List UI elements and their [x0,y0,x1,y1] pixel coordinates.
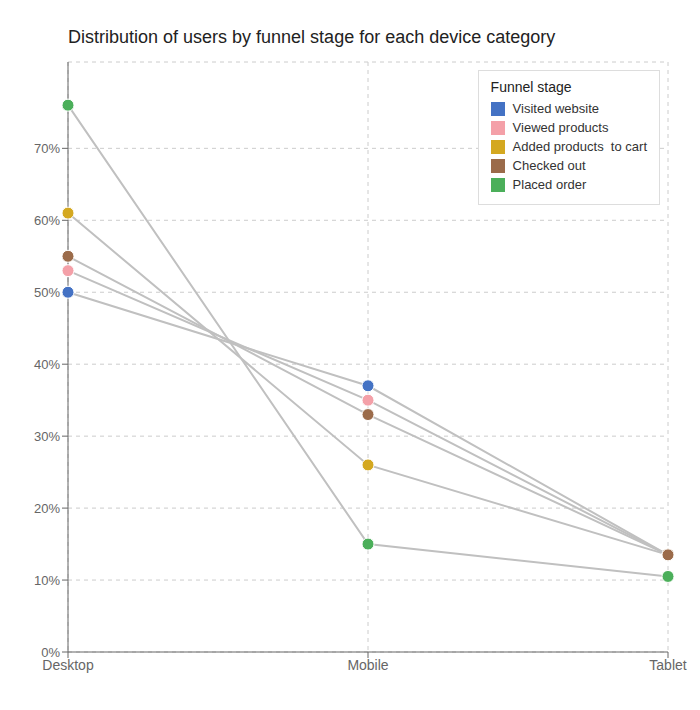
svg-text:70%: 70% [34,141,60,156]
svg-text:Mobile: Mobile [347,657,388,673]
svg-text:Desktop: Desktop [42,656,94,673]
svg-text:50%: 50% [34,285,60,300]
html-text:Viewed products: Viewed products [512,120,609,135]
html-text:Visited website: Visited website [512,101,600,116]
html-text:Funnel stage: Funnel stage [490,79,572,95]
svg-text:40%: 40% [34,357,60,372]
svg-text:60%: 60% [34,213,60,228]
svg-text:20%: 20% [34,501,60,516]
svg-text:Tablet: Tablet [649,657,686,673]
svg-text:0%: 0% [41,645,60,660]
svg-text:30%: 30% [34,429,60,444]
html-text:Added products to cart: Added products to cart [512,139,647,154]
html-text:Placed order: Placed order [512,177,587,192]
html-text:Checked out: Checked out [512,158,586,173]
html-text:Distribution of users by funne: Distribution of users by funnel stage fo… [68,27,556,47]
svg-text:10%: 10% [34,573,60,588]
